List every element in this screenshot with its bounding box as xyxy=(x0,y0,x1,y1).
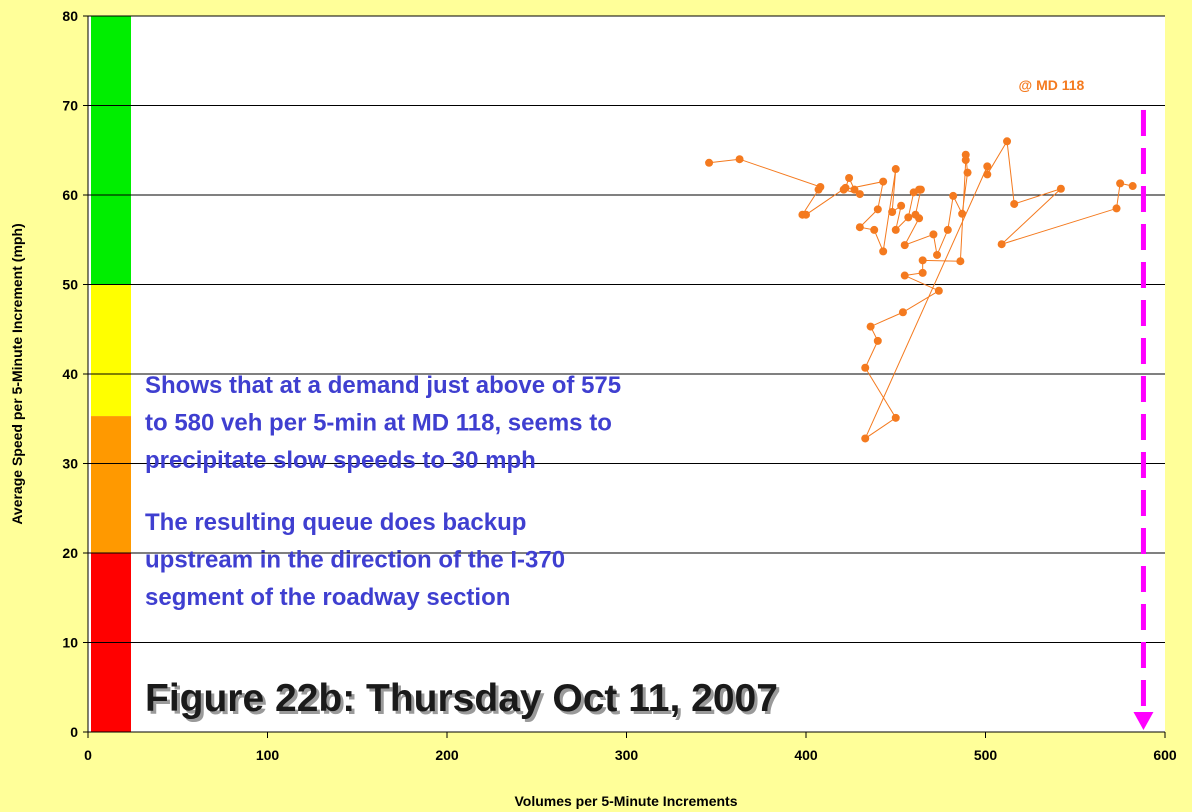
data-point xyxy=(873,205,882,214)
speed-band xyxy=(91,416,131,553)
data-point xyxy=(1056,184,1065,193)
data-point xyxy=(1128,182,1137,191)
data-point xyxy=(855,223,864,232)
x-tick-label: 300 xyxy=(615,747,639,763)
data-point xyxy=(1116,179,1125,188)
data-point xyxy=(918,256,927,265)
annotation: precipitate slow speeds to 30 mph xyxy=(145,447,536,474)
annotation: The resulting queue does backup xyxy=(145,509,526,536)
data-point xyxy=(879,177,888,186)
data-point xyxy=(943,225,952,234)
data-point xyxy=(879,247,888,256)
x-tick-label: 0 xyxy=(84,747,92,763)
annotation: to 580 veh per 5-min at MD 118, seems to xyxy=(145,410,612,437)
data-point xyxy=(904,213,913,222)
data-point xyxy=(888,208,897,217)
x-axis-title: Volumes per 5-Minute Increments xyxy=(514,793,737,809)
marker-arrow xyxy=(1133,712,1154,730)
x-tick-label: 600 xyxy=(1153,747,1177,763)
y-tick-label: 30 xyxy=(62,456,78,472)
data-point xyxy=(1003,137,1012,146)
data-point xyxy=(891,165,900,174)
data-point xyxy=(873,336,882,345)
data-point xyxy=(983,170,992,179)
annotation: segment of the roadway section xyxy=(145,584,510,611)
data-point xyxy=(861,363,870,372)
x-tick-label: 200 xyxy=(435,747,459,763)
data-point xyxy=(961,156,970,165)
data-point xyxy=(897,201,906,210)
y-tick-label: 0 xyxy=(70,724,78,740)
x-tick-label: 100 xyxy=(256,747,280,763)
data-point xyxy=(916,185,925,194)
data-point xyxy=(934,286,943,295)
annotation: upstream in the direction of the I-370 xyxy=(145,547,565,574)
speed-band xyxy=(91,16,131,285)
y-tick-label: 80 xyxy=(62,8,78,24)
data-point xyxy=(900,241,909,250)
data-point xyxy=(870,225,879,234)
title-shadow: Figure 22b: Thursday Oct 11, 2007 xyxy=(148,680,781,723)
annotation: Shows that at a demand just above of 575 xyxy=(145,372,621,399)
data-point xyxy=(891,413,900,422)
data-point xyxy=(855,190,864,199)
y-tick-label: 10 xyxy=(62,635,78,651)
data-point xyxy=(1010,199,1019,208)
data-point xyxy=(918,268,927,277)
data-point xyxy=(861,434,870,443)
chart-title: Figure 22b: Thursday Oct 11, 2007 xyxy=(145,677,778,720)
data-point xyxy=(1112,204,1121,213)
data-point xyxy=(933,250,942,259)
y-tick-label: 40 xyxy=(62,366,78,382)
data-point xyxy=(845,173,854,182)
x-tick-label: 400 xyxy=(794,747,818,763)
data-point xyxy=(898,308,907,317)
data-point xyxy=(900,271,909,280)
y-tick-label: 20 xyxy=(62,545,78,561)
data-point xyxy=(956,257,965,266)
data-point xyxy=(983,162,992,171)
data-point xyxy=(963,168,972,177)
data-point xyxy=(839,185,848,194)
data-point xyxy=(735,155,744,164)
data-point xyxy=(850,185,859,194)
y-tick-label: 70 xyxy=(62,98,78,114)
data-point xyxy=(915,214,924,223)
y-tick-label: 60 xyxy=(62,187,78,203)
data-point xyxy=(891,225,900,234)
speed-band xyxy=(91,284,131,417)
data-point xyxy=(866,322,875,331)
marker-label: @ MD 118 xyxy=(1019,77,1085,93)
data-point xyxy=(949,191,958,200)
data-point xyxy=(802,210,810,219)
x-tick-label: 500 xyxy=(974,747,998,763)
data-point xyxy=(997,240,1006,249)
y-tick-label: 50 xyxy=(62,277,78,293)
data-point xyxy=(705,158,714,167)
data-point xyxy=(958,209,967,218)
data-point xyxy=(929,230,938,239)
data-point xyxy=(814,185,823,194)
y-axis-title: Average Speed per 5-Minute Increment (mp… xyxy=(9,223,25,524)
